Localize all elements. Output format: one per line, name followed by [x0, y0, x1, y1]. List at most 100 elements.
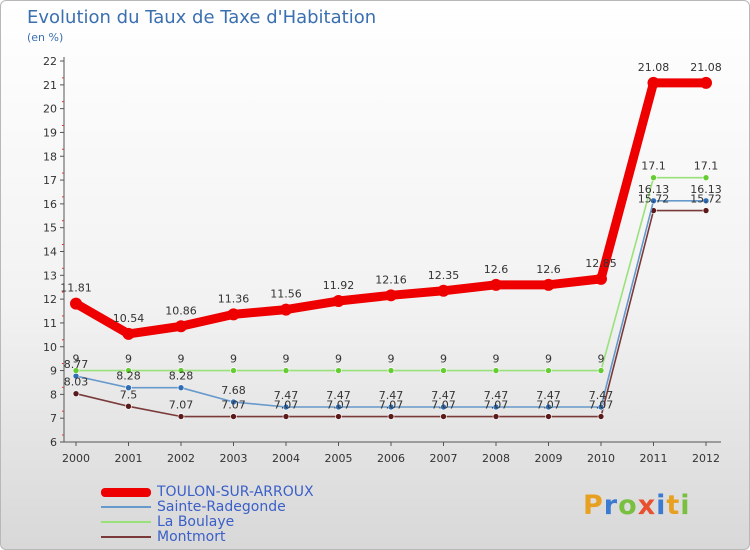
data-label: 9	[388, 353, 395, 366]
legend-swatch	[101, 487, 151, 497]
data-label: 15.72	[638, 193, 670, 206]
data-label: 8.03	[64, 376, 89, 389]
x-tick-label: 2011	[640, 452, 668, 465]
data-label: 7.07	[274, 399, 299, 412]
data-label: 9	[493, 353, 500, 366]
data-label: 9	[283, 353, 290, 366]
data-label: 7.47	[484, 389, 509, 402]
data-label: 9	[125, 353, 132, 366]
data-point	[490, 278, 502, 291]
proxiti-logo: Proxiti	[583, 490, 691, 521]
data-label: 9	[440, 353, 447, 366]
legend-swatch	[101, 506, 151, 508]
x-tick-label: 2001	[115, 452, 143, 465]
data-label: 7.07	[326, 399, 351, 412]
x-tick-label: 2010	[587, 452, 615, 465]
data-point	[335, 403, 342, 411]
data-point	[72, 390, 80, 397]
y-tick-label: 20	[43, 103, 57, 116]
data-label: 11.56	[270, 288, 302, 301]
x-tick-label: 2012	[692, 452, 720, 465]
data-point	[177, 413, 185, 420]
data-point	[702, 207, 710, 214]
data-label: 15.72	[690, 193, 722, 206]
data-label: 8.28	[169, 370, 194, 383]
data-label: 7.07	[169, 399, 194, 412]
data-point	[70, 297, 82, 310]
legend-label: Sainte-Radegonde	[157, 499, 286, 515]
data-point	[230, 413, 237, 420]
data-label: 7.07	[484, 399, 509, 412]
data-point	[177, 367, 185, 374]
y-tick-label: 22	[43, 55, 57, 68]
data-point	[545, 413, 552, 420]
data-label: 7.47	[536, 389, 561, 402]
x-tick-label: 2006	[377, 452, 405, 465]
data-point	[650, 174, 657, 181]
data-point	[227, 308, 240, 321]
data-label: 9	[335, 353, 342, 366]
x-tick-label: 2003	[220, 452, 248, 465]
data-label: 7.47	[589, 389, 614, 402]
data-point	[387, 367, 395, 374]
data-label: 7.47	[274, 389, 299, 402]
data-point	[282, 413, 290, 420]
data-point	[492, 367, 500, 374]
data-label: 11.92	[323, 279, 355, 292]
y-tick-label: 11	[43, 317, 57, 330]
data-label: 7.47	[326, 389, 351, 402]
data-point	[282, 403, 290, 411]
data-label: 9	[230, 353, 237, 366]
logo-letter: t	[666, 490, 681, 521]
data-point	[125, 384, 132, 392]
unit-label: (en %)	[27, 31, 64, 44]
data-label: 12.35	[428, 269, 460, 282]
data-label: 17.1	[694, 160, 719, 173]
data-point	[230, 398, 237, 406]
data-point	[175, 320, 187, 333]
data-point	[385, 289, 397, 302]
data-point	[335, 413, 342, 420]
data-label: 12.6	[484, 263, 509, 276]
data-label: 21.08	[690, 61, 722, 74]
data-point	[125, 367, 132, 374]
chart-title: Evolution du Taux de Taxe d'Habitation	[27, 7, 377, 28]
logo-letter: o	[618, 490, 638, 521]
data-point	[492, 403, 500, 411]
data-label: 17.1	[641, 160, 666, 173]
legend-label: La Boulaye	[157, 514, 235, 530]
data-label: 7.07	[536, 399, 561, 412]
y-tick-label: 12	[43, 293, 57, 306]
data-point	[702, 197, 710, 205]
data-point	[597, 403, 605, 411]
legend-swatch	[101, 536, 151, 538]
y-tick-label: 16	[43, 198, 57, 211]
y-tick-label: 10	[43, 341, 57, 354]
x-tick-label: 2007	[430, 452, 458, 465]
data-point	[335, 367, 342, 374]
data-point	[492, 413, 500, 420]
data-label: 8.28	[116, 370, 141, 383]
data-label: 7.07	[379, 399, 404, 412]
data-label: 9	[598, 353, 605, 366]
y-tick-label: 17	[43, 174, 57, 187]
data-label: 9	[178, 353, 185, 366]
logo-letter: i	[680, 490, 691, 521]
data-point	[545, 367, 552, 374]
data-point	[440, 367, 447, 374]
logo-letter: P	[583, 490, 604, 521]
x-tick-label: 2008	[482, 452, 510, 465]
data-label: 9	[73, 353, 80, 366]
x-tick-label: 2004	[272, 452, 300, 465]
data-point	[700, 76, 712, 89]
data-point	[542, 278, 555, 291]
data-label: 7.07	[589, 399, 614, 412]
data-label: 12.6	[536, 263, 561, 276]
y-tick-label: 18	[43, 150, 57, 163]
y-tick-label: 6	[50, 436, 57, 449]
data-label: 7.5	[120, 388, 138, 401]
y-tick-label: 8	[50, 388, 57, 401]
data-label: 9	[545, 353, 552, 366]
logo-letter: r	[603, 490, 619, 521]
x-tick-label: 2002	[167, 452, 195, 465]
